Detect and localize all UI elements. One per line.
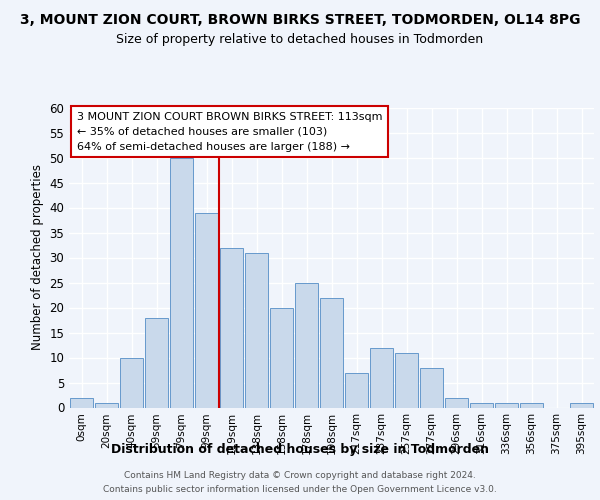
Bar xyxy=(170,158,193,408)
Bar xyxy=(220,248,244,408)
Bar xyxy=(445,398,469,407)
Bar xyxy=(269,308,293,408)
Bar xyxy=(95,402,118,407)
Bar xyxy=(295,282,319,408)
Bar xyxy=(569,402,593,407)
Bar xyxy=(419,368,443,408)
Text: Contains HM Land Registry data © Crown copyright and database right 2024.: Contains HM Land Registry data © Crown c… xyxy=(124,471,476,480)
Bar xyxy=(320,298,343,408)
Text: Contains public sector information licensed under the Open Government Licence v3: Contains public sector information licen… xyxy=(103,485,497,494)
Bar xyxy=(494,402,518,407)
Bar xyxy=(119,358,143,408)
Bar xyxy=(395,352,418,408)
Bar xyxy=(194,212,218,408)
Bar xyxy=(145,318,169,408)
Bar xyxy=(344,372,368,408)
Bar xyxy=(245,252,268,408)
Text: 3, MOUNT ZION COURT, BROWN BIRKS STREET, TODMORDEN, OL14 8PG: 3, MOUNT ZION COURT, BROWN BIRKS STREET,… xyxy=(20,12,580,26)
Bar xyxy=(70,398,94,407)
Y-axis label: Number of detached properties: Number of detached properties xyxy=(31,164,44,350)
Text: Distribution of detached houses by size in Todmorden: Distribution of detached houses by size … xyxy=(111,442,489,456)
Text: 3 MOUNT ZION COURT BROWN BIRKS STREET: 113sqm
← 35% of detached houses are small: 3 MOUNT ZION COURT BROWN BIRKS STREET: 1… xyxy=(77,112,382,152)
Bar xyxy=(520,402,544,407)
Bar xyxy=(370,348,394,408)
Text: Size of property relative to detached houses in Todmorden: Size of property relative to detached ho… xyxy=(116,32,484,46)
Bar xyxy=(470,402,493,407)
